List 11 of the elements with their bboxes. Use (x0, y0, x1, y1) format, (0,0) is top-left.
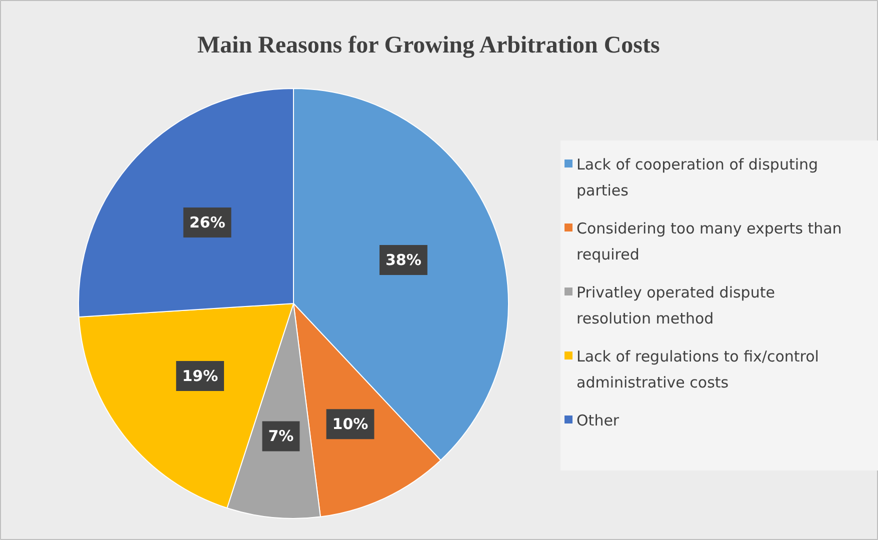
legend-label: Other (576, 412, 620, 430)
legend-label: Considering too many experts than required (576, 220, 842, 264)
legend-label: Lack of regulations to fix/control administrative costs (576, 348, 819, 392)
legend-label: Privatley operated dispute resolution method (576, 284, 775, 328)
data-label: 26% (189, 214, 226, 232)
chart-title: Main Reasons for Growing Arbitration Costs (197, 32, 660, 58)
data-label: 19% (182, 366, 218, 385)
data-label: 7% (268, 427, 294, 446)
data-label: 38% (385, 250, 422, 269)
legend-label: Lack of cooperation of disputing parties (576, 156, 818, 200)
data-label: 10% (332, 415, 368, 434)
